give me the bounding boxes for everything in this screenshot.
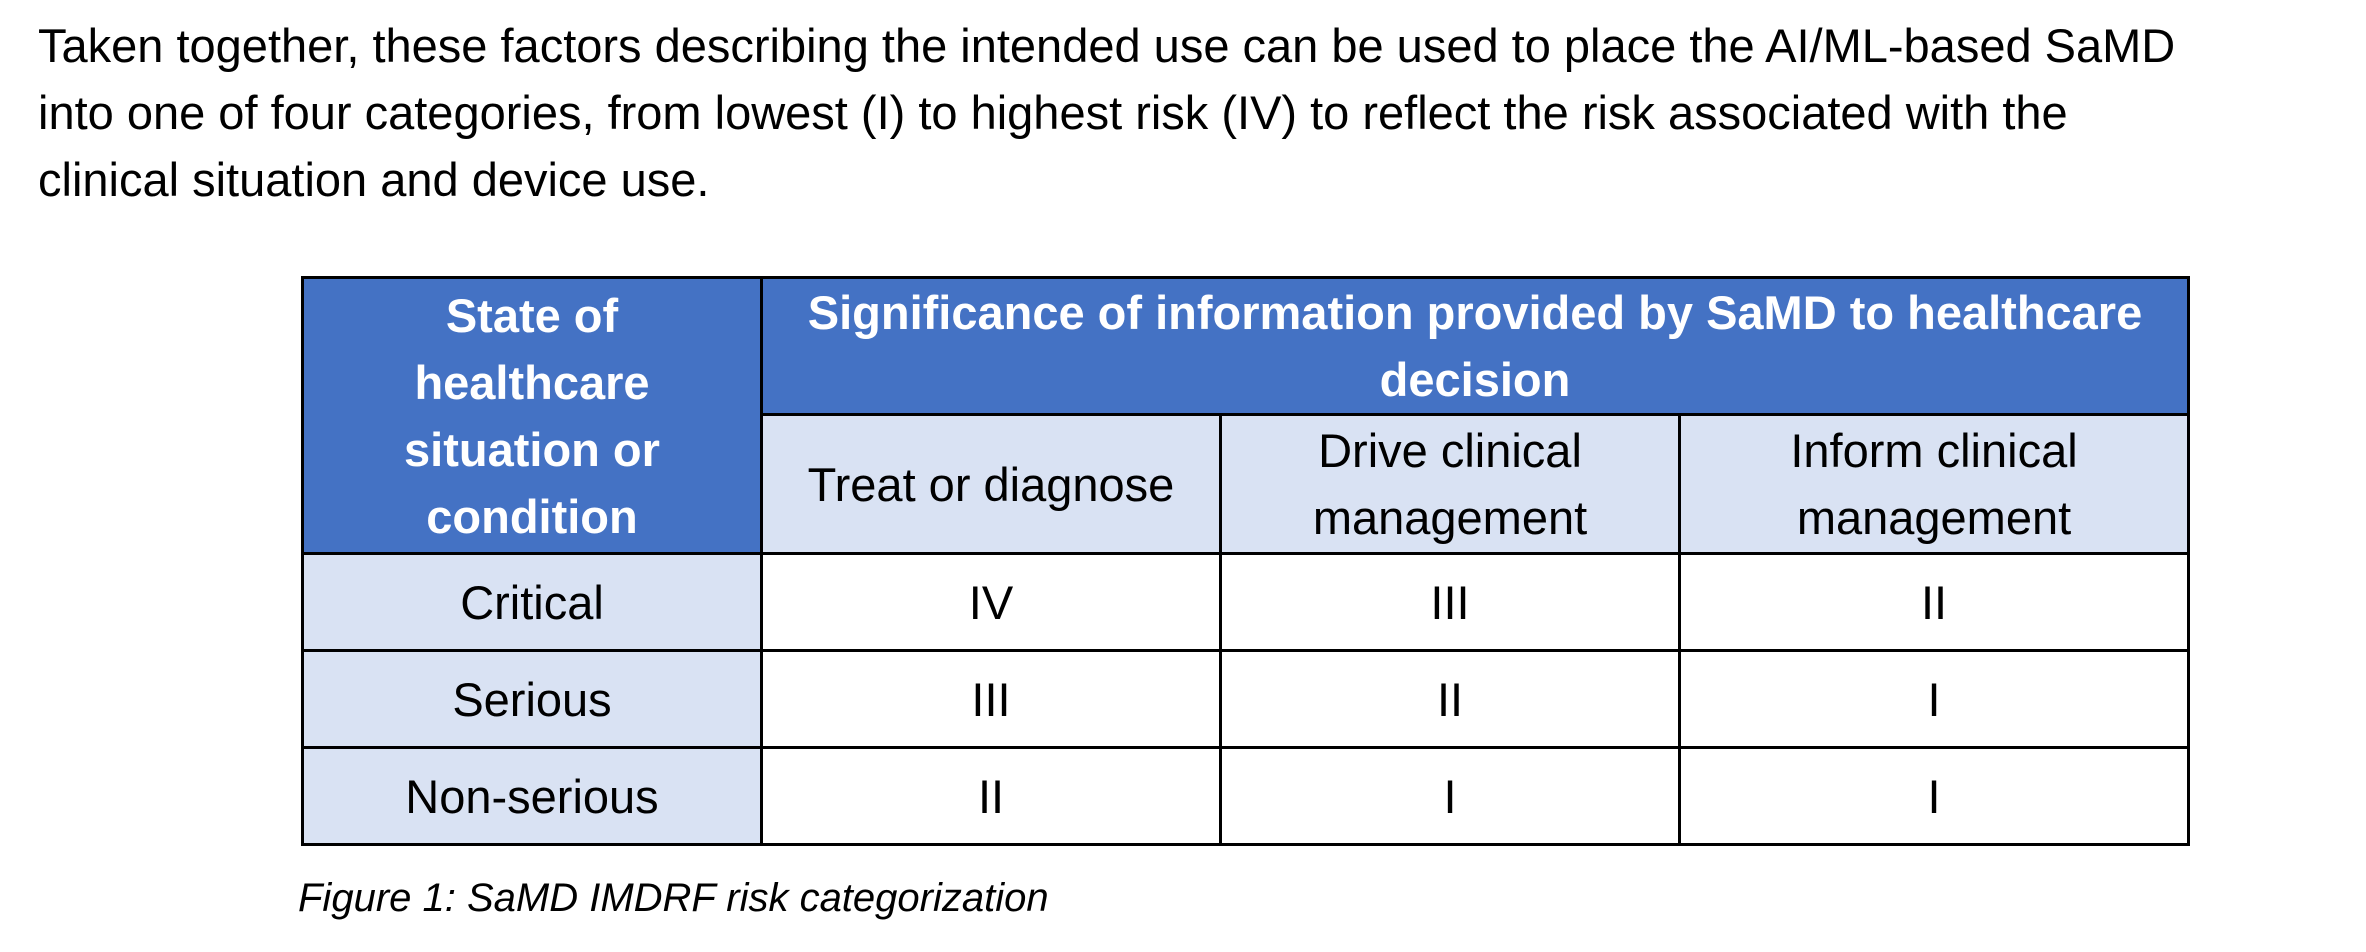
risk-categorization-table: State of healthcare situation or conditi…: [301, 276, 2191, 846]
table-row: Serious III II I: [301, 649, 2191, 749]
column-header-line: Drive clinical: [1318, 424, 1582, 477]
intro-line: into one of four categories, from lowest…: [38, 86, 2068, 139]
risk-category-cell: IV: [760, 552, 1222, 652]
table-row: Non-serious II I I: [301, 746, 2191, 846]
figure-caption: Figure 1: SaMD IMDRF risk categorization: [298, 876, 1049, 920]
risk-category-cell: II: [1219, 649, 1681, 749]
risk-category-cell: III: [760, 649, 1222, 749]
risk-category-cell: I: [1219, 746, 1681, 846]
risk-category-cell: I: [1677, 649, 2191, 749]
risk-category-cell: III: [1219, 552, 1681, 652]
row-header-line: State of: [445, 288, 619, 342]
row-header-cell: State of healthcare situation or conditi…: [301, 276, 763, 555]
group-header-line: Significance of information provided by …: [807, 286, 2143, 339]
intro-line: Taken together, these factors describing…: [38, 19, 2176, 72]
row-label-serious: Serious: [301, 649, 763, 749]
row-label-non-serious: Non-serious: [301, 746, 763, 846]
column-header-line: Inform clinical: [1790, 424, 2078, 477]
column-header-drive: Drive clinical management: [1219, 413, 1681, 555]
risk-category-cell: II: [1677, 552, 2191, 652]
column-header-line: management: [1796, 491, 2072, 544]
risk-category-cell: II: [760, 746, 1222, 846]
column-header-line: Treat or diagnose: [807, 457, 1175, 511]
row-header-line: healthcare: [414, 355, 650, 409]
risk-category-cell: I: [1677, 746, 2191, 846]
row-label-critical: Critical: [301, 552, 763, 652]
row-header-line: situation or: [404, 422, 660, 476]
column-header-line: management: [1312, 491, 1588, 544]
table-row: Critical IV III II: [301, 552, 2191, 652]
group-header-cell: Significance of information provided by …: [759, 276, 2191, 416]
column-header-treat: Treat or diagnose: [760, 413, 1222, 555]
column-header-inform: Inform clinical management: [1677, 413, 2191, 555]
intro-paragraph: Taken together, these factors describing…: [38, 12, 2338, 213]
intro-line: clinical situation and device use.: [38, 153, 710, 206]
group-header-line: decision: [1379, 353, 1571, 406]
row-header-line: condition: [426, 489, 638, 543]
